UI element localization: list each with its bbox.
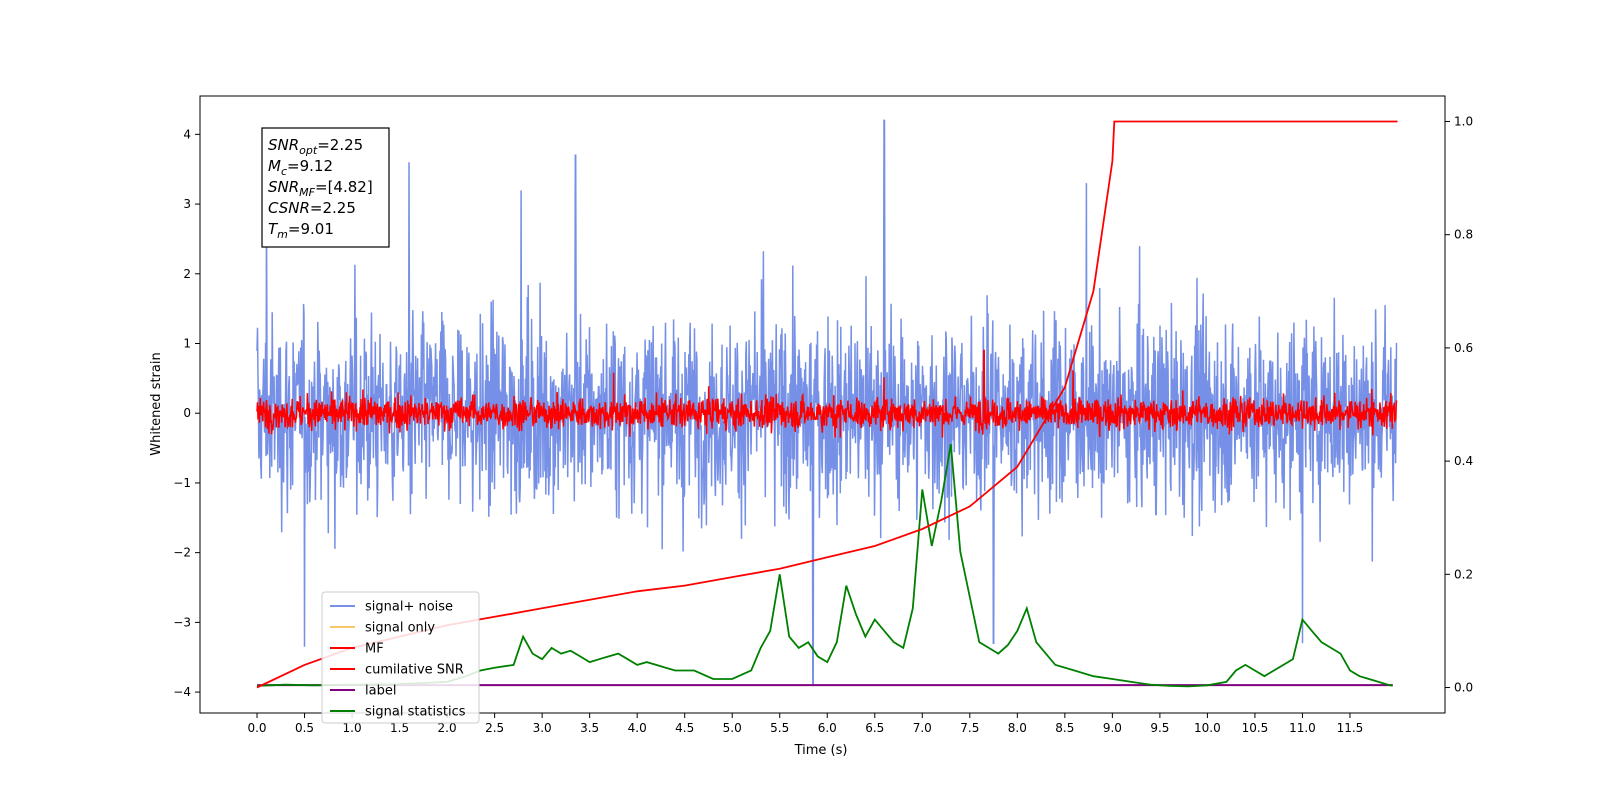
legend-label: cumilative SNR: [365, 663, 464, 678]
y-left-tick-label: −4: [173, 685, 191, 699]
x-tick-label: 5.5: [770, 721, 789, 735]
x-axis-label: Time (s): [794, 743, 848, 758]
legend-label: signal+ noise: [365, 600, 453, 615]
y-right-tick-label: 0.4: [1454, 454, 1473, 468]
x-tick-label: 0.5: [295, 721, 314, 735]
x-tick-label: 5.0: [723, 721, 742, 735]
x-tick-label: 3.0: [533, 721, 552, 735]
x-axis-ticks: 0.0 0.5 1.0 1.5 2.0 2.5 3.0 3.5 4.0 4.5 5.0 5.5 6.0 6…: [247, 713, 1363, 735]
x-tick-label: 2.0: [438, 721, 457, 735]
x-tick-label: 2.5: [485, 721, 504, 735]
y-left-tick-label: 4: [183, 127, 191, 141]
y-right-tick-label: 0.6: [1454, 341, 1473, 355]
annotation-line: Mc=9.12: [268, 157, 333, 178]
x-tick-label: 0.0: [247, 721, 266, 735]
x-tick-label: 6.0: [818, 721, 837, 735]
x-tick-label: 8.0: [1008, 721, 1027, 735]
x-tick-label: 8.5: [1055, 721, 1074, 735]
y-axis-left-ticks: 4 3 2 1 0 −1 −2 −3 −4: [173, 127, 200, 699]
x-tick-label: 10.5: [1242, 721, 1269, 735]
y-axis-right-ticks: 0.0 0.2 0.4 0.6 0.8 1.0: [1445, 114, 1473, 695]
x-tick-label: 3.5: [580, 721, 599, 735]
plot-frame: [199, 95, 1446, 714]
y-left-tick-label: 1: [183, 336, 191, 350]
x-tick-label: 4.5: [675, 721, 694, 735]
y-left-tick-label: 3: [183, 197, 191, 211]
annotation-line: Tm=9.01: [268, 220, 334, 241]
x-tick-label: 4.0: [628, 721, 647, 735]
legend-frame: [321, 591, 480, 724]
y-right-tick-label: 0.0: [1454, 681, 1473, 695]
y-left-tick-label: 2: [183, 267, 191, 281]
annotation-line: SNRMF=[4.82]: [268, 178, 373, 199]
x-tick-label: 1.0: [343, 721, 362, 735]
x-tick-label: 11.0: [1289, 721, 1316, 735]
x-tick-label: 9.5: [1150, 721, 1169, 735]
annotation-line: SNRopt=2.25: [268, 136, 363, 157]
legend-label: MF: [365, 642, 384, 657]
x-tick-label: 9.0: [1103, 721, 1122, 735]
y-axis-label: Whitened strain: [149, 352, 164, 455]
series-mf: [256, 349, 1398, 438]
x-tick-label: 7.0: [913, 721, 932, 735]
legend: signal+ noise signal only MF cumilative SNR…: [321, 591, 480, 724]
y-left-tick-label: −2: [173, 546, 191, 560]
y-right-tick-label: 1.0: [1454, 114, 1473, 128]
y-right-tick-label: 0.8: [1454, 228, 1473, 242]
annotation-line: CSNR=2.25: [268, 199, 356, 217]
series-signal-statistics: [256, 443, 1393, 688]
y-right-tick-label: 0.2: [1454, 567, 1473, 581]
annotation-frame: [261, 127, 390, 248]
x-tick-label: 6.5: [865, 721, 884, 735]
x-tick-label: 10.0: [1194, 721, 1221, 735]
y-left-tick-label: −3: [173, 615, 191, 629]
x-tick-label: 7.5: [960, 721, 979, 735]
y-left-tick-label: 0: [183, 406, 191, 420]
x-tick-label: 1.5: [390, 721, 409, 735]
y-left-tick-label: −1: [173, 476, 191, 490]
legend-label: signal only: [365, 621, 435, 636]
x-tick-label: 11.5: [1337, 721, 1364, 735]
legend-label: signal statistics: [365, 705, 466, 720]
legend-label: label: [365, 684, 396, 699]
